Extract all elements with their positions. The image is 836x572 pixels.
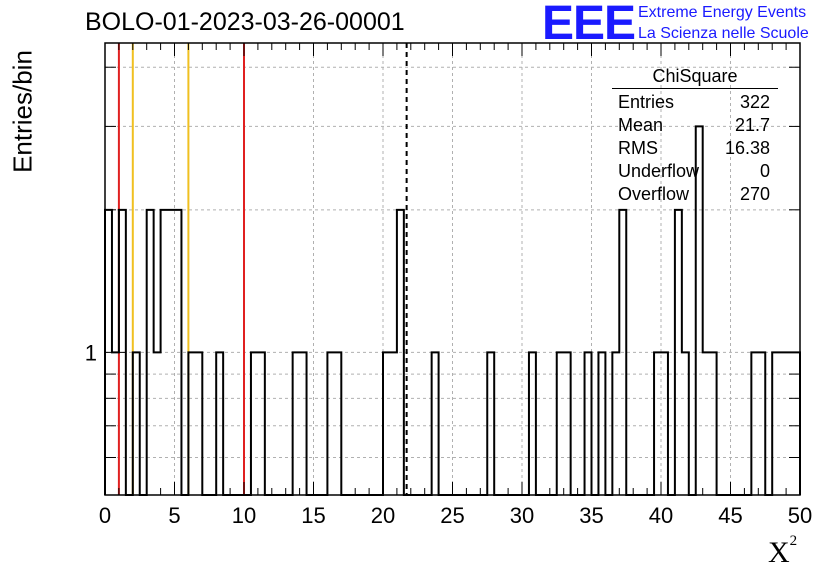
x-tick-label: 25: [440, 503, 464, 528]
stats-label: RMS: [618, 138, 658, 158]
stats-box-title: ChiSquare: [612, 66, 778, 89]
x-axis-label-base: X: [768, 536, 790, 569]
stats-label: Mean: [618, 115, 664, 135]
x-tick-label: 45: [718, 503, 742, 528]
x-tick-label: 50: [788, 503, 812, 528]
axis-ticks: [104, 43, 801, 495]
stats-row-underflow: Underflow 0: [612, 161, 778, 184]
stats-label: Underflow: [618, 161, 700, 181]
logo-text-line1: Extreme Energy Events: [638, 4, 807, 21]
stats-value: 16.38: [724, 138, 770, 158]
x-tick-label: 35: [579, 503, 603, 528]
vertical-markers: [117, 43, 408, 495]
x-tick-label: 30: [510, 503, 534, 528]
stats-label: Entries: [618, 92, 675, 112]
x-tick-label: 0: [99, 503, 111, 528]
stats-value: 270: [739, 184, 770, 204]
y-tick-label: 1: [85, 340, 97, 365]
stats-value: 21.7: [734, 115, 770, 135]
logo-text-line2: La Scienza nelle Scuole: [638, 25, 809, 42]
x-tick-label: 40: [649, 503, 673, 528]
x-tick-label: 15: [301, 503, 325, 528]
stats-value: 0: [759, 161, 770, 181]
x-axis-label-superscript: 2: [789, 533, 798, 549]
x-tick-label: 10: [232, 503, 256, 528]
stats-row-entries: Entries 322: [612, 92, 778, 115]
x-axis-label: X2: [768, 533, 798, 570]
stats-row-mean: Mean 21.7: [612, 115, 778, 138]
stats-row-overflow: Overflow 270: [612, 184, 778, 207]
x-tick-label: 20: [371, 503, 395, 528]
stats-row-rms: RMS 16.38: [612, 138, 778, 161]
x-tick-label: 5: [168, 503, 180, 528]
tick-labels: 0 5 10 15 20 25 30 35 40 45 50 1: [85, 340, 812, 528]
stats-value: 322: [739, 92, 770, 112]
chart-title: BOLO-01-2023-03-26-00001: [85, 8, 405, 36]
stats-box: ChiSquare Entries 322 Mean 21.7 RMS 16.38 U…: [612, 66, 778, 207]
stats-label: Overflow: [618, 184, 690, 204]
eee-logo-mark: EEE: [542, 0, 636, 50]
